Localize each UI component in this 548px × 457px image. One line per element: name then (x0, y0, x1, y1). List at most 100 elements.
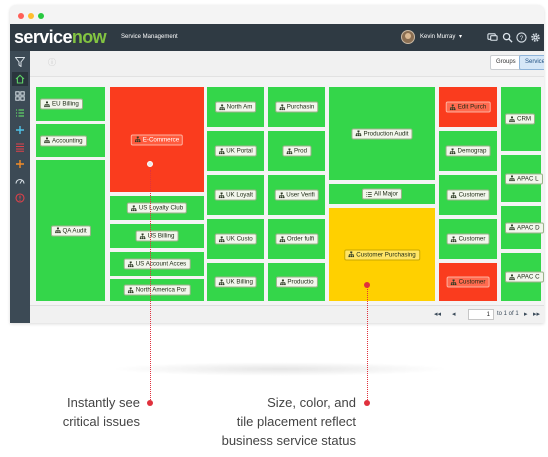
service-tile-label[interactable]: All Major (361, 188, 403, 200)
user-menu[interactable]: Kevin Murray (420, 34, 456, 40)
service-tile-label[interactable]: UK Billing (214, 276, 257, 288)
service-tile[interactable]: Prod (268, 131, 325, 171)
add-icon[interactable] (12, 123, 28, 137)
service-tile-label[interactable]: E-Commerce (130, 134, 184, 145)
service-tile[interactable]: QA Audit (36, 160, 105, 301)
service-tile[interactable]: Productio (268, 263, 325, 301)
filter-icon[interactable] (12, 55, 28, 69)
service-tile[interactable]: UK Billing (207, 263, 264, 301)
service-tile-label[interactable]: Order fulfi (274, 233, 319, 245)
search-icon[interactable] (501, 31, 513, 43)
service-tile-name: Customer (458, 191, 486, 199)
chevron-down-icon[interactable]: ▾ (459, 34, 463, 40)
window-shadow (110, 362, 450, 376)
service-tile-label[interactable]: CRM (505, 113, 536, 125)
service-tile-label[interactable]: Edit Purch (445, 101, 491, 113)
hierarchy-icon (218, 104, 225, 110)
groups-button[interactable]: Groups (490, 55, 522, 70)
chat-icon[interactable] (486, 31, 498, 43)
app-title: Service Management (121, 34, 178, 40)
service-tile-label[interactable]: UK Portal (214, 145, 257, 157)
service-tile[interactable]: Edit Purch (439, 87, 497, 127)
minimize-window-dot[interactable] (28, 13, 34, 19)
service-tile-label[interactable]: User Verifi (274, 189, 319, 201)
service-tile-label[interactable]: Customer (446, 233, 490, 245)
previous-page-button[interactable]: ◂ (452, 311, 456, 318)
service-tile[interactable]: Customer (439, 263, 497, 301)
service-tile-label[interactable]: Production Audit (351, 128, 413, 139)
next-page-button[interactable]: ▸ (524, 311, 528, 318)
service-tile[interactable]: North America Por (110, 279, 204, 301)
service-tile[interactable]: EU Billing (36, 87, 105, 121)
service-tile-label[interactable]: UK Loyalt (214, 189, 257, 201)
dashboard-icon[interactable] (12, 174, 28, 188)
service-tile-label[interactable]: Prod (281, 145, 312, 157)
svg-text:?: ? (519, 34, 523, 41)
service-tile-label[interactable]: Accounting (40, 135, 87, 146)
service-tile[interactable]: US Account Acces (110, 252, 204, 276)
page-number-input[interactable]: 1 (468, 309, 494, 320)
service-tile[interactable]: APAC D (501, 206, 544, 249)
help-icon[interactable]: ? (515, 31, 527, 43)
service-tile-label[interactable]: US Billing (135, 230, 179, 242)
service-tile-label[interactable]: US Loyalty Club (126, 202, 188, 214)
grid-icon[interactable] (12, 89, 28, 103)
service-tile-label[interactable]: Purchasin (274, 101, 319, 113)
service-tile-label[interactable]: US Account Acces (123, 258, 191, 270)
service-tile[interactable]: US Loyalty Club (110, 196, 204, 220)
info-icon[interactable]: ⓘ (48, 58, 56, 67)
home-icon[interactable] (12, 72, 28, 86)
service-tile[interactable]: UK Custo (207, 219, 264, 259)
service-tile[interactable]: Accounting (36, 124, 105, 157)
alert-icon[interactable] (12, 191, 28, 205)
service-tile[interactable]: North Am (207, 87, 264, 127)
service-tile[interactable]: Production Audit (329, 87, 435, 180)
close-window-dot[interactable] (18, 13, 24, 19)
service-tile-label[interactable]: Demograp (445, 145, 491, 157)
gear-icon[interactable] (529, 31, 541, 43)
service-tile[interactable]: APAC L (501, 155, 543, 202)
service-tile[interactable]: Demograp (439, 131, 497, 171)
service-tile[interactable]: Purchasin (268, 87, 325, 127)
callout-line-left (150, 170, 151, 400)
service-tile[interactable]: APAC C (501, 253, 544, 301)
service-tile[interactable]: UK Portal (207, 131, 264, 171)
queue-icon[interactable] (12, 140, 28, 154)
service-tile-name: US Account Acces (135, 260, 187, 268)
service-tile-name: EU Billing (52, 100, 79, 108)
hierarchy-icon (131, 205, 137, 211)
service-tile-label[interactable]: Customer Purchasing (344, 249, 420, 260)
service-tile-label[interactable]: Customer (446, 276, 490, 288)
service-tile[interactable]: Order fulfi (268, 219, 325, 259)
service-tile[interactable]: Customer (439, 219, 497, 259)
first-page-button[interactable]: ◂◂ (434, 311, 442, 318)
service-tile-label[interactable]: North America Por (123, 284, 191, 296)
service-tile-label[interactable]: UK Custo (214, 233, 257, 245)
service-tile-label[interactable]: Productio (275, 276, 318, 288)
callout-left-line-1: Instantly see (67, 395, 140, 410)
list-icon[interactable] (12, 106, 28, 120)
service-tile-label[interactable]: Customer (446, 189, 490, 201)
service-tile[interactable]: Customer (439, 175, 497, 215)
service-tile[interactable]: US Billing (110, 224, 204, 248)
service-tile[interactable]: E-Commerce (110, 87, 204, 192)
service-tile-name: UK Custo (226, 235, 253, 243)
service-tile[interactable]: UK Loyalt (207, 175, 264, 215)
maximize-window-dot[interactable] (38, 13, 44, 19)
service-tile[interactable]: CRM (501, 87, 541, 151)
service-tile[interactable]: All Major (329, 184, 435, 204)
user-avatar[interactable] (401, 30, 415, 44)
servicenow-logo[interactable]: servicenow (14, 27, 107, 48)
service-tile-label[interactable]: QA Audit (50, 225, 91, 236)
plus-icon[interactable] (12, 157, 28, 171)
service-tile-name: CRM (517, 115, 532, 123)
service-tile-label[interactable]: APAC C (505, 271, 544, 283)
services-button[interactable]: Services (519, 55, 544, 70)
service-tile-label[interactable]: APAC D (505, 222, 544, 233)
service-tile[interactable]: User Verifi (268, 175, 325, 215)
service-tile[interactable]: Customer Purchasing (329, 208, 435, 301)
last-page-button[interactable]: ▸▸ (533, 311, 541, 318)
service-tile-label[interactable]: APAC L (505, 173, 543, 184)
service-tile-label[interactable]: EU Billing (40, 98, 83, 110)
service-tile-label[interactable]: North Am (214, 101, 257, 113)
